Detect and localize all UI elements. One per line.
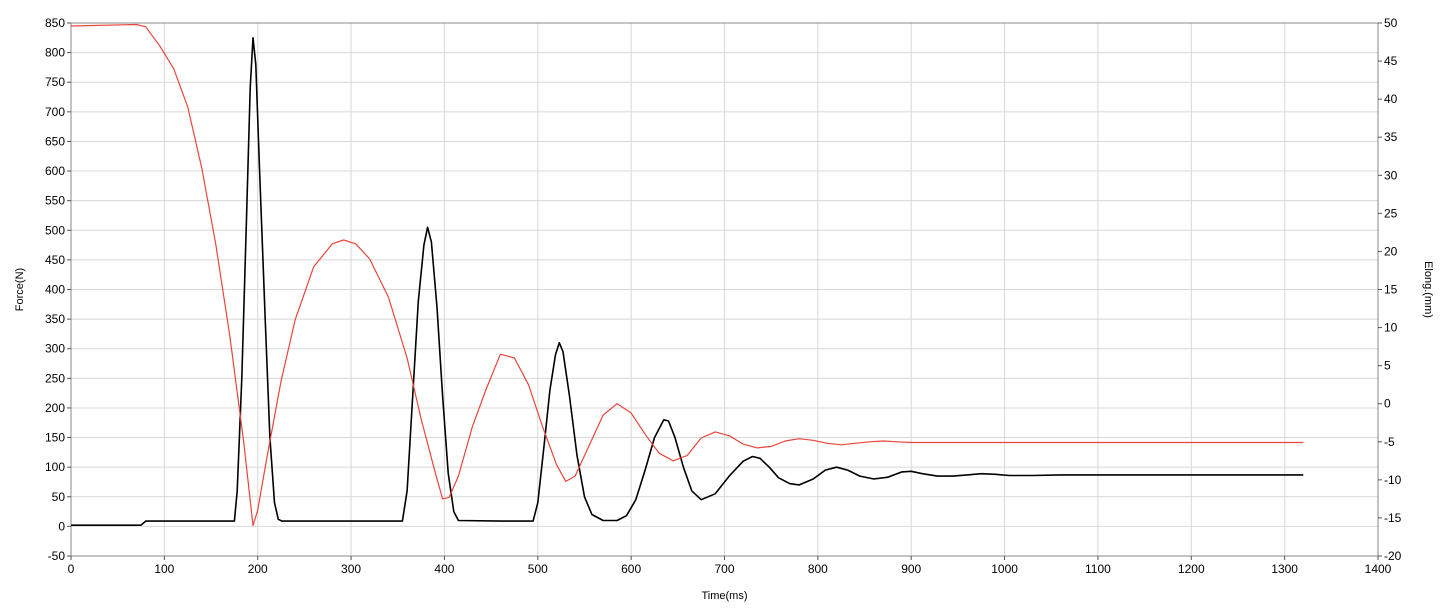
- y-left-tick-label: 50: [52, 490, 66, 504]
- y-left-tick-label: -50: [48, 549, 66, 563]
- y-left-tick-label: 550: [45, 194, 65, 208]
- y-right-tick-label: 35: [1384, 130, 1398, 144]
- x-tick-label: 1200: [1178, 562, 1205, 576]
- y-right-tick-label: 5: [1384, 359, 1391, 373]
- x-tick-label: 900: [901, 562, 921, 576]
- x-tick-label: 800: [808, 562, 828, 576]
- x-tick-label: 1100: [1085, 562, 1111, 576]
- y-left-tick-label: 300: [45, 342, 65, 356]
- y-left-tick-label: 150: [45, 431, 65, 445]
- x-tick-label: 100: [154, 562, 174, 576]
- y-right-tick-label: 45: [1384, 54, 1398, 68]
- y-right-tick-label: -20: [1384, 549, 1402, 563]
- y-right-tick-label: 0: [1384, 397, 1391, 411]
- x-tick-label: 1300: [1271, 562, 1298, 576]
- y-left-tick-label: 400: [45, 283, 65, 297]
- force-series-line: [71, 37, 1304, 526]
- x-tick-label: 400: [434, 562, 454, 576]
- x-tick-label: 500: [528, 562, 548, 576]
- grid-lines: [70, 22, 1379, 557]
- x-tick-label: 1000: [991, 562, 1018, 576]
- y-left-tick-label: 650: [45, 134, 65, 148]
- y-right-tick-label: 40: [1384, 92, 1398, 106]
- y-left-tick-label: 100: [45, 460, 65, 474]
- series-lines: [70, 23, 1304, 527]
- y-right-tick-label: 30: [1384, 168, 1398, 182]
- y-right-tick-label: -10: [1384, 473, 1402, 487]
- y-left-tick-label: 200: [45, 401, 65, 415]
- y-left-tick-label: 750: [45, 75, 65, 89]
- y-left-tick-label: 850: [45, 16, 65, 30]
- y-right-tick-label: 25: [1384, 206, 1398, 220]
- y-right-tick-label: 50: [1384, 16, 1398, 30]
- y-right-tick-label: -15: [1384, 511, 1402, 525]
- y-right-tick-label: -5: [1384, 435, 1395, 449]
- elongation-series-line: [70, 23, 1304, 527]
- y-axis-right-title: Elong.(mm): [1422, 261, 1434, 318]
- y-left-tick-label: 700: [45, 105, 65, 119]
- y-right-tick-label: 15: [1384, 283, 1398, 297]
- y-left-tick-label: 500: [45, 223, 65, 237]
- y-left-tick-label: 250: [45, 371, 65, 385]
- x-tick-label: 1400: [1365, 562, 1392, 576]
- x-tick-label: 700: [714, 562, 734, 576]
- y-left-tick-label: 600: [45, 164, 65, 178]
- y-left-tick-label: 0: [58, 519, 65, 533]
- y-axis-left-title: Force(N): [14, 268, 26, 311]
- x-tick-label: 300: [341, 562, 361, 576]
- y-right-tick-label: 10: [1384, 321, 1398, 335]
- y-left-tick-label: 350: [45, 312, 65, 326]
- axis-ticks: 0 100 200 300 400 500 600 700 800 900 1000 1100 1200…: [45, 16, 1402, 576]
- y-right-tick-label: 20: [1384, 244, 1398, 258]
- x-axis-title: Time(ms): [701, 590, 747, 602]
- x-tick-label: 600: [621, 562, 641, 576]
- x-tick-label: 200: [248, 562, 268, 576]
- y-left-tick-label: 450: [45, 253, 65, 267]
- x-tick-label: 0: [68, 562, 75, 576]
- y-left-tick-label: 800: [45, 46, 65, 60]
